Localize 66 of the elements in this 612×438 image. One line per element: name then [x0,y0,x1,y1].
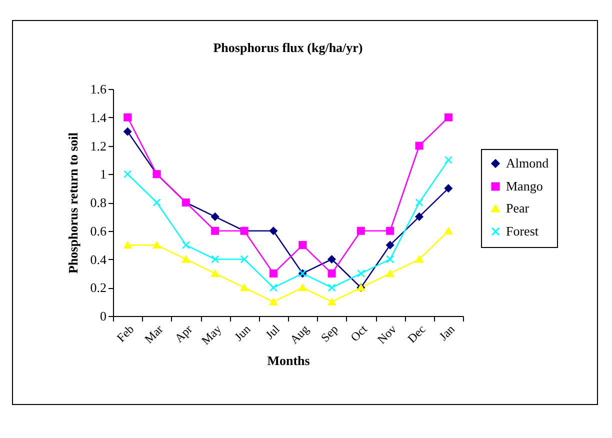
legend-label: Mango [506,178,543,194]
y-tick-label: 1.2 [90,138,106,154]
legend-label: Forest [506,224,539,238]
point [444,184,452,192]
chart-title: Phosphorus flux (kg/ha/yr) [213,40,363,55]
point [415,212,424,221]
point [269,284,278,292]
point [444,113,452,122]
x-axis-title: Months [267,352,310,368]
point [124,170,132,178]
y-axis-title: Phosphorus return to soil [65,132,80,274]
x-tick-label: May [198,322,224,348]
legend-label: Pear [506,200,530,216]
x-tick-label: Dec [404,322,428,346]
point [269,298,278,306]
point [386,255,394,264]
x-tick-label: Feb [114,322,137,345]
point [298,284,307,292]
y-tick-label: 1.4 [90,110,107,125]
point [182,241,190,250]
legend-label: Almond [506,156,550,170]
x-tick-label: Mar [142,322,166,346]
y-tick-label: 0 [100,308,106,324]
point [356,226,365,235]
point [415,198,424,207]
point [328,269,336,278]
point [269,226,278,235]
point [269,269,278,278]
x-tick-label: Nov [374,322,400,347]
point [386,241,394,250]
x-tick-label: Jul [262,322,283,342]
x-tick-label: Jun [232,322,254,344]
y-tick-label: 0.6 [90,223,107,238]
point [211,255,220,264]
point [152,198,161,207]
x-tick-label: Sep [318,322,341,345]
y-tick-label: 1 [100,166,106,182]
point [211,212,220,221]
point [182,256,190,263]
point [328,255,336,264]
point [415,256,424,263]
point [386,270,394,277]
point [152,242,161,249]
y-tick-label: 1.6 [90,82,107,96]
x-tick-label: Aug [287,322,312,347]
point [328,298,336,306]
point [444,156,452,164]
y-tick-label: 0.2 [90,280,106,296]
point [211,270,220,277]
x-tick-label: Oct [348,322,370,344]
point [444,227,452,234]
y-tick-label: 0.4 [90,252,107,267]
point [240,284,248,292]
point [124,128,132,136]
point [356,269,365,278]
y-tick-label: 0.8 [90,195,106,210]
point [124,113,132,122]
point [386,226,394,235]
point [124,242,132,249]
point [240,255,248,264]
point [211,226,220,235]
x-tick-label: Jan [436,322,458,344]
point [328,284,336,292]
x-tick-label: Apr [172,322,195,346]
point [415,142,424,150]
point [298,241,307,250]
